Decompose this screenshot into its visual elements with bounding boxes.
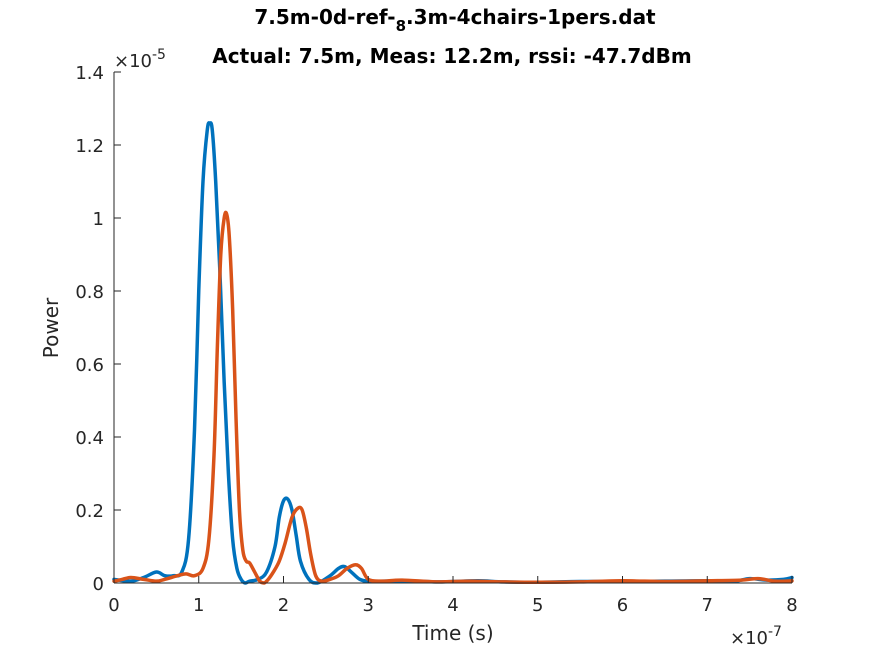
- chart-title-part-1: 7.5m-0d-ref-: [254, 5, 395, 29]
- chart-subtitle: Actual: 7.5m, Meas: 12.2m, rssi: -47.7dB…: [212, 44, 691, 68]
- x-tick-label: 5: [532, 595, 543, 616]
- y-tick-label: 0.4: [75, 428, 104, 449]
- y-exponent-base: ×10: [114, 51, 152, 72]
- x-tick-label: 8: [786, 595, 797, 616]
- y-tick-label: 0.2: [75, 501, 104, 522]
- y-ticks: 0 0.2 0.4 0.6 0.8 1 1.2 1.4: [75, 63, 121, 595]
- x-ticks: 0 1 2 3 4 5 6 7 8: [108, 576, 798, 616]
- x-exponent-power: -7: [768, 624, 782, 640]
- y-exponent: ×10-5: [114, 47, 166, 72]
- y-tick-label: 0.8: [75, 282, 104, 303]
- y-tick-label: 0.6: [75, 355, 104, 376]
- x-tick-label: 1: [193, 595, 204, 616]
- x-exponent-base: ×10: [730, 628, 768, 649]
- x-exponent: ×10-7: [730, 624, 782, 649]
- y-tick-label: 1.4: [75, 63, 104, 84]
- x-tick-label: 6: [617, 595, 628, 616]
- chart-title-part-3: .3m-4chairs-1pers.dat: [406, 5, 656, 29]
- y-tick-label: 1.2: [75, 136, 104, 157]
- x-tick-label: 0: [108, 595, 119, 616]
- x-tick-label: 7: [702, 595, 713, 616]
- y-tick-label: 0: [93, 574, 104, 595]
- series-layer: [112, 121, 794, 585]
- plot-area: [114, 72, 792, 583]
- y-tick-label: 1: [93, 209, 104, 230]
- x-tick-label: 4: [447, 595, 458, 616]
- series-line-2: [112, 210, 794, 585]
- x-tick-label: 2: [278, 595, 289, 616]
- x-tick-label: 3: [363, 595, 374, 616]
- x-axis-label: Time (s): [411, 621, 493, 645]
- chart-title-subscript: 8: [396, 17, 406, 35]
- chart-title: 7.5m-0d-ref-8.3m-4chairs-1pers.dat: [254, 5, 656, 35]
- y-exponent-power: -5: [152, 47, 166, 63]
- y-axis-label: Power: [39, 297, 63, 358]
